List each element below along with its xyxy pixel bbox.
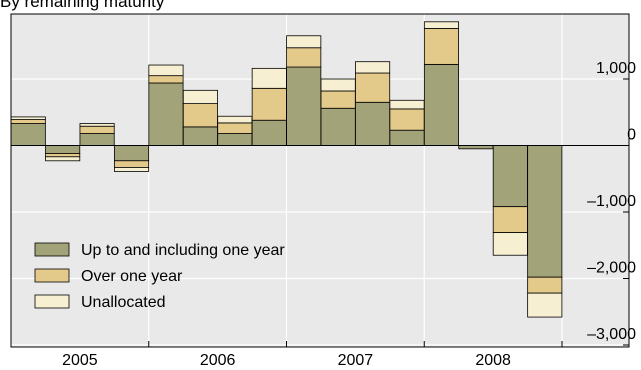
bar-segment: [389, 99, 425, 110]
bar-segment: [113, 167, 150, 172]
bar-segment: [148, 82, 184, 146]
bar-segment: [492, 232, 528, 256]
bar-segment: [492, 206, 528, 234]
bar-segment: [320, 107, 356, 146]
legend-swatch: [34, 268, 70, 283]
bar-segment: [423, 28, 460, 65]
bar-segment: [251, 119, 287, 146]
bar-segment: [182, 103, 218, 128]
x-tick-label: 2008: [475, 352, 511, 369]
bar-segment: [113, 160, 150, 168]
bar-segment: [10, 119, 46, 124]
bar-segment: [492, 145, 528, 208]
bar-segment: [286, 47, 322, 68]
bar-segment: [10, 116, 46, 120]
bar-segment: [217, 133, 253, 146]
bar-segment: [79, 125, 115, 134]
legend-label: Over one year: [81, 268, 183, 285]
bar-segment: [527, 145, 563, 278]
bar-segment: [389, 108, 425, 131]
legend-swatch: [34, 294, 70, 309]
bar-segment: [355, 101, 391, 146]
x-tick-label: 2007: [338, 352, 374, 369]
y-tick-label: 0: [627, 127, 636, 144]
bar-segment: [45, 145, 81, 154]
bar-segment: [355, 61, 391, 74]
bar-segment: [45, 156, 81, 162]
plot-frame: [10, 13, 630, 348]
bar-segment: [217, 122, 253, 134]
bar-segment: [423, 63, 460, 146]
bar-segment: [320, 78, 356, 92]
bar-segment: [527, 292, 563, 318]
bar-segment: [286, 66, 322, 146]
bars: [10, 21, 563, 318]
bar-segment: [423, 21, 460, 29]
y-axis-ticks: 1,000 0 –1,000 –2,000 –3,000: [587, 60, 636, 346]
legend-label: Up to and including one year: [81, 242, 285, 259]
bar-segment: [182, 126, 218, 146]
bar-segment: [182, 89, 218, 105]
bar-segment: [79, 123, 115, 127]
legend-label: Unallocated: [81, 294, 166, 311]
chart-subtitle: By remaining maturity: [0, 0, 165, 11]
bar-segment: [79, 133, 115, 146]
legend-swatch: [34, 242, 70, 257]
bar-segment: [45, 153, 81, 158]
y-tick-label: 1,000: [596, 60, 636, 77]
bar-segment: [320, 90, 356, 109]
bar-segment: [527, 276, 563, 294]
x-tick-label: 2006: [200, 352, 236, 369]
bar-segment: [286, 35, 322, 49]
bar-segment: [148, 75, 184, 84]
grid-lines: [11, 78, 629, 346]
bar-segment: [251, 67, 287, 89]
y-tick-label: –1,000: [587, 193, 636, 210]
bar-segment: [355, 72, 391, 103]
y-tick-label: –3,000: [587, 326, 636, 343]
bar-segment: [113, 145, 150, 162]
x-tick-label: 2005: [62, 352, 98, 369]
bar-segment: [389, 129, 425, 146]
bar-segment: [10, 123, 46, 146]
y-tick-label: –2,000: [587, 260, 636, 277]
x-axis-ticks: 2005 2006 2007 2008: [62, 341, 563, 369]
bar-segment: [251, 87, 287, 121]
bar-segment: [148, 64, 184, 77]
legend: Up to and including one year Over one yea…: [34, 242, 285, 311]
bar-segment: [217, 115, 253, 124]
